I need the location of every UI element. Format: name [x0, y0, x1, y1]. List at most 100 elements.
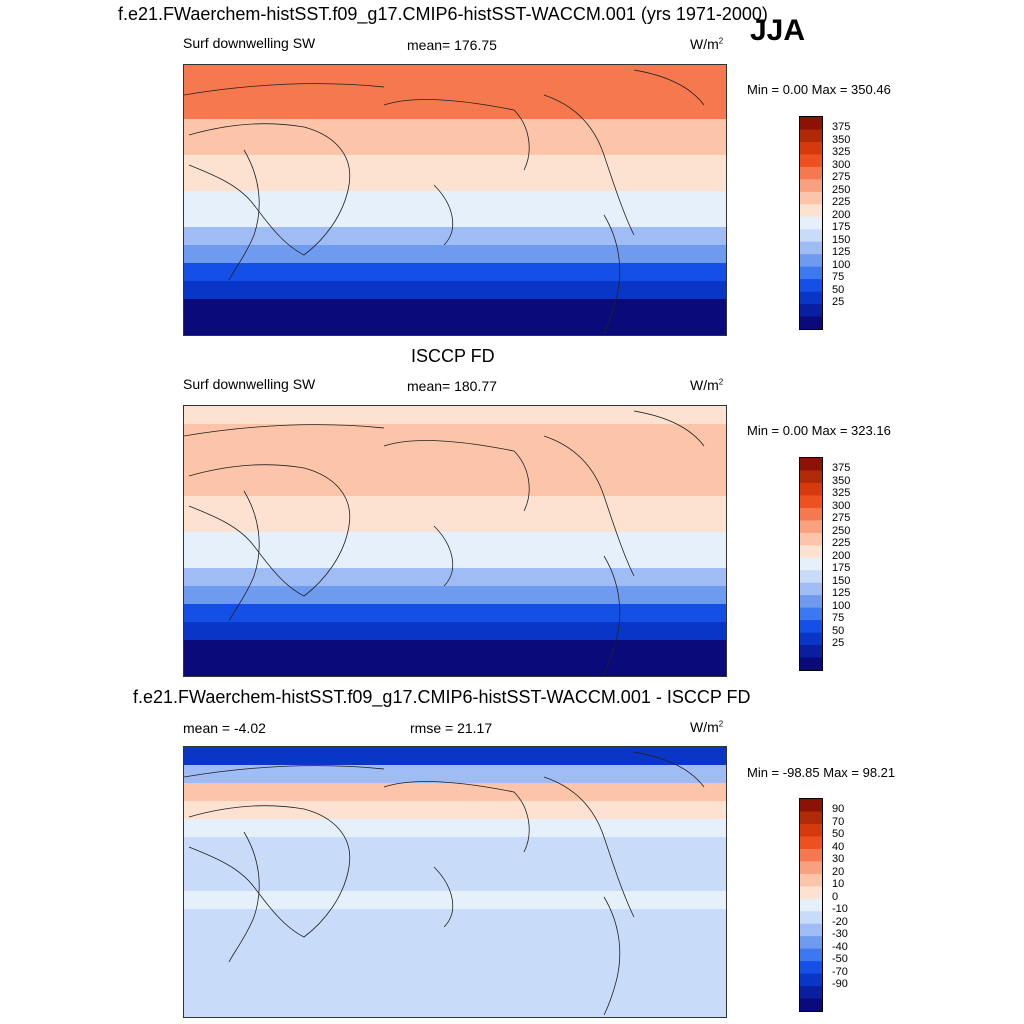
colorbar-tick-label: 25 — [832, 296, 845, 309]
coastline — [184, 424, 385, 437]
colorbar-tick-label: 325 — [832, 487, 851, 500]
colorbar-swatch — [800, 582, 822, 596]
map-zonal-band — [184, 514, 726, 533]
coastline — [433, 184, 453, 246]
colorbar-tick-label: 250 — [832, 183, 851, 196]
map-zonal-band — [184, 281, 726, 300]
colorbar-swatch — [800, 154, 822, 168]
colorbar-tick-label: 175 — [832, 221, 851, 234]
colorbar-tick-label: 225 — [832, 537, 851, 550]
colorbar-swatch — [800, 836, 822, 850]
colorbar-swatch — [800, 191, 822, 205]
map-zonal-band — [184, 855, 726, 874]
map-zonal-band — [184, 478, 726, 497]
map-zonal-band — [184, 568, 726, 587]
map-zonal-band — [184, 83, 726, 102]
colorbar-swatch — [800, 911, 822, 925]
map-zonal-band — [184, 801, 726, 820]
map-zonal-band — [184, 532, 726, 551]
colorbar-swatch — [800, 470, 822, 484]
coastline — [188, 464, 351, 597]
colorbar-swatch — [800, 545, 822, 559]
colorbar-tick-label: 150 — [832, 233, 851, 246]
map-zonal-band — [184, 245, 726, 264]
colorbar-swatch — [800, 645, 822, 659]
map-zonal-band — [184, 963, 726, 982]
colorbar-tick-label: 125 — [832, 246, 851, 259]
colorbar-swatch — [800, 948, 822, 962]
colorbar-swatch — [800, 495, 822, 509]
colorbar-tick-label: 90 — [832, 803, 845, 816]
map-zonal-band — [184, 640, 726, 659]
colorbar-tick-label: 200 — [832, 549, 851, 562]
panel2-map — [183, 405, 727, 677]
map-zonal-band — [184, 227, 726, 246]
colorbar-swatch — [800, 923, 822, 937]
coastline — [383, 440, 530, 512]
panel3-colorbar — [799, 798, 823, 1012]
coastline — [633, 69, 705, 106]
colorbar-tick-label: 225 — [832, 196, 851, 209]
colorbar-tick-label: 200 — [832, 208, 851, 221]
colorbar-tick-label: 375 — [832, 462, 851, 475]
coastline — [433, 866, 453, 928]
colorbar-swatch — [800, 823, 822, 837]
panel1-variable: Surf downwelling SW — [183, 35, 316, 51]
colorbar-tick-label: 75 — [832, 271, 845, 284]
coastline — [543, 776, 635, 918]
colorbar-swatch — [800, 848, 822, 862]
colorbar-swatch — [800, 520, 822, 534]
coastline — [188, 805, 351, 938]
colorbar-tick-label: -90 — [832, 978, 848, 991]
season-label: JJA — [750, 14, 806, 47]
map-zonal-band — [184, 891, 726, 910]
coastline — [603, 555, 621, 675]
panel3-rmse: rmse = 21.17 — [410, 720, 493, 736]
panel2-minmax: Min = 0.00 Max = 323.16 — [747, 423, 891, 438]
map-zonal-band — [184, 658, 726, 676]
coastline — [603, 214, 621, 334]
map-zonal-band — [184, 604, 726, 623]
colorbar-tick-label: -30 — [832, 928, 848, 941]
panel2-colorbar — [799, 457, 823, 671]
colorbar-swatch — [800, 241, 822, 255]
panel3-heading: f.e21.FWaerchem-histSST.f09_g17.CMIP6-hi… — [133, 687, 751, 707]
colorbar-tick-label: 125 — [832, 587, 851, 600]
colorbar-tick-label: 0 — [832, 890, 839, 903]
panel2-units: W/m2 — [690, 377, 724, 393]
panel2-mean: mean= 180.77 — [407, 378, 497, 394]
coastline — [184, 765, 385, 778]
colorbar-swatch — [800, 179, 822, 193]
map-zonal-band — [184, 65, 726, 84]
colorbar-tick-label: 250 — [832, 524, 851, 537]
colorbar-swatch — [800, 799, 822, 812]
colorbar-tick-label: 175 — [832, 562, 851, 575]
panel3-mean: mean = -4.02 — [183, 720, 266, 736]
coastline — [383, 781, 530, 853]
map-zonal-band — [184, 999, 726, 1017]
colorbar-swatch — [800, 595, 822, 609]
colorbar-tick-label: 10 — [832, 878, 845, 891]
colorbar-tick-label: 325 — [832, 146, 851, 159]
colorbar-swatch — [800, 141, 822, 155]
colorbar-swatch — [800, 557, 822, 571]
map-zonal-band — [184, 819, 726, 838]
coastline — [603, 896, 621, 1016]
colorbar-tick-label: -40 — [832, 940, 848, 953]
colorbar-swatch — [800, 229, 822, 243]
colorbar-swatch — [800, 304, 822, 318]
panel1-colorbar — [799, 116, 823, 330]
panel1-map — [183, 64, 727, 336]
colorbar-swatch — [800, 117, 822, 130]
colorbar-swatch — [800, 316, 822, 329]
colorbar-tick-label: 350 — [832, 133, 851, 146]
panel3-map — [183, 746, 727, 1018]
coastline — [543, 435, 635, 577]
map-zonal-band — [184, 191, 726, 210]
colorbar-tick-label: 50 — [832, 283, 845, 296]
colorbar-swatch — [800, 998, 822, 1011]
colorbar-swatch — [800, 570, 822, 584]
colorbar-tick-label: 150 — [832, 574, 851, 587]
map-zonal-band — [184, 981, 726, 1000]
colorbar-tick-label: 40 — [832, 840, 845, 853]
